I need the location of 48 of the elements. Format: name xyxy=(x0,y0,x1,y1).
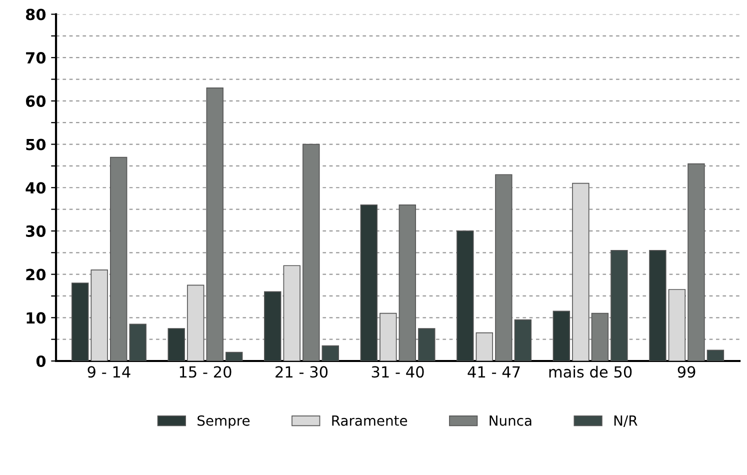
bar xyxy=(706,350,724,361)
x-tick-label: 99 xyxy=(678,366,696,378)
y-tick-label: 80 xyxy=(26,8,46,20)
bar xyxy=(322,345,339,361)
bar xyxy=(495,174,512,361)
x-tick-label: mais de 50 xyxy=(549,366,632,378)
bar xyxy=(302,144,320,361)
bar xyxy=(110,156,128,361)
bar xyxy=(360,204,378,361)
bar xyxy=(168,328,185,361)
bar xyxy=(398,204,416,361)
y-tick-label: 30 xyxy=(26,225,46,237)
bar xyxy=(668,289,686,361)
bar xyxy=(418,328,436,361)
bar xyxy=(380,312,397,361)
y-tick-label: 60 xyxy=(26,95,46,107)
bar xyxy=(591,312,609,361)
y-tick-label: 40 xyxy=(26,182,46,194)
bar xyxy=(283,265,300,361)
x-tick-label: 9 - 14 xyxy=(88,366,130,378)
y-tick-label: 0 xyxy=(36,355,46,368)
x-tick-label: 41 - 47 xyxy=(468,366,520,378)
bar xyxy=(552,310,570,361)
y-tick-label: 20 xyxy=(26,268,46,280)
legend-label: Raramente xyxy=(332,416,408,426)
legend-label: Sempre xyxy=(198,415,250,429)
bar xyxy=(610,250,628,361)
bar xyxy=(226,352,243,361)
x-tick-label: 21 - 30 xyxy=(276,366,328,378)
bar xyxy=(264,291,282,361)
x-tick-label: 31 - 40 xyxy=(372,366,424,378)
y-tick-label: 50 xyxy=(26,138,46,150)
x-tick-label: 15 - 20 xyxy=(180,366,232,378)
bar xyxy=(206,88,224,361)
bar xyxy=(688,163,705,361)
bar xyxy=(476,332,494,361)
bar xyxy=(649,250,666,361)
bar xyxy=(514,319,532,361)
bar xyxy=(90,270,108,361)
bar xyxy=(456,230,474,361)
bar xyxy=(129,324,146,361)
bar xyxy=(187,284,204,361)
y-tick-label: 10 xyxy=(26,312,46,324)
legend-label: N/R xyxy=(614,416,638,427)
bar xyxy=(71,282,89,361)
y-tick-label: 70 xyxy=(26,52,46,64)
legend-label: Nunca xyxy=(490,416,532,426)
bar xyxy=(572,182,590,361)
